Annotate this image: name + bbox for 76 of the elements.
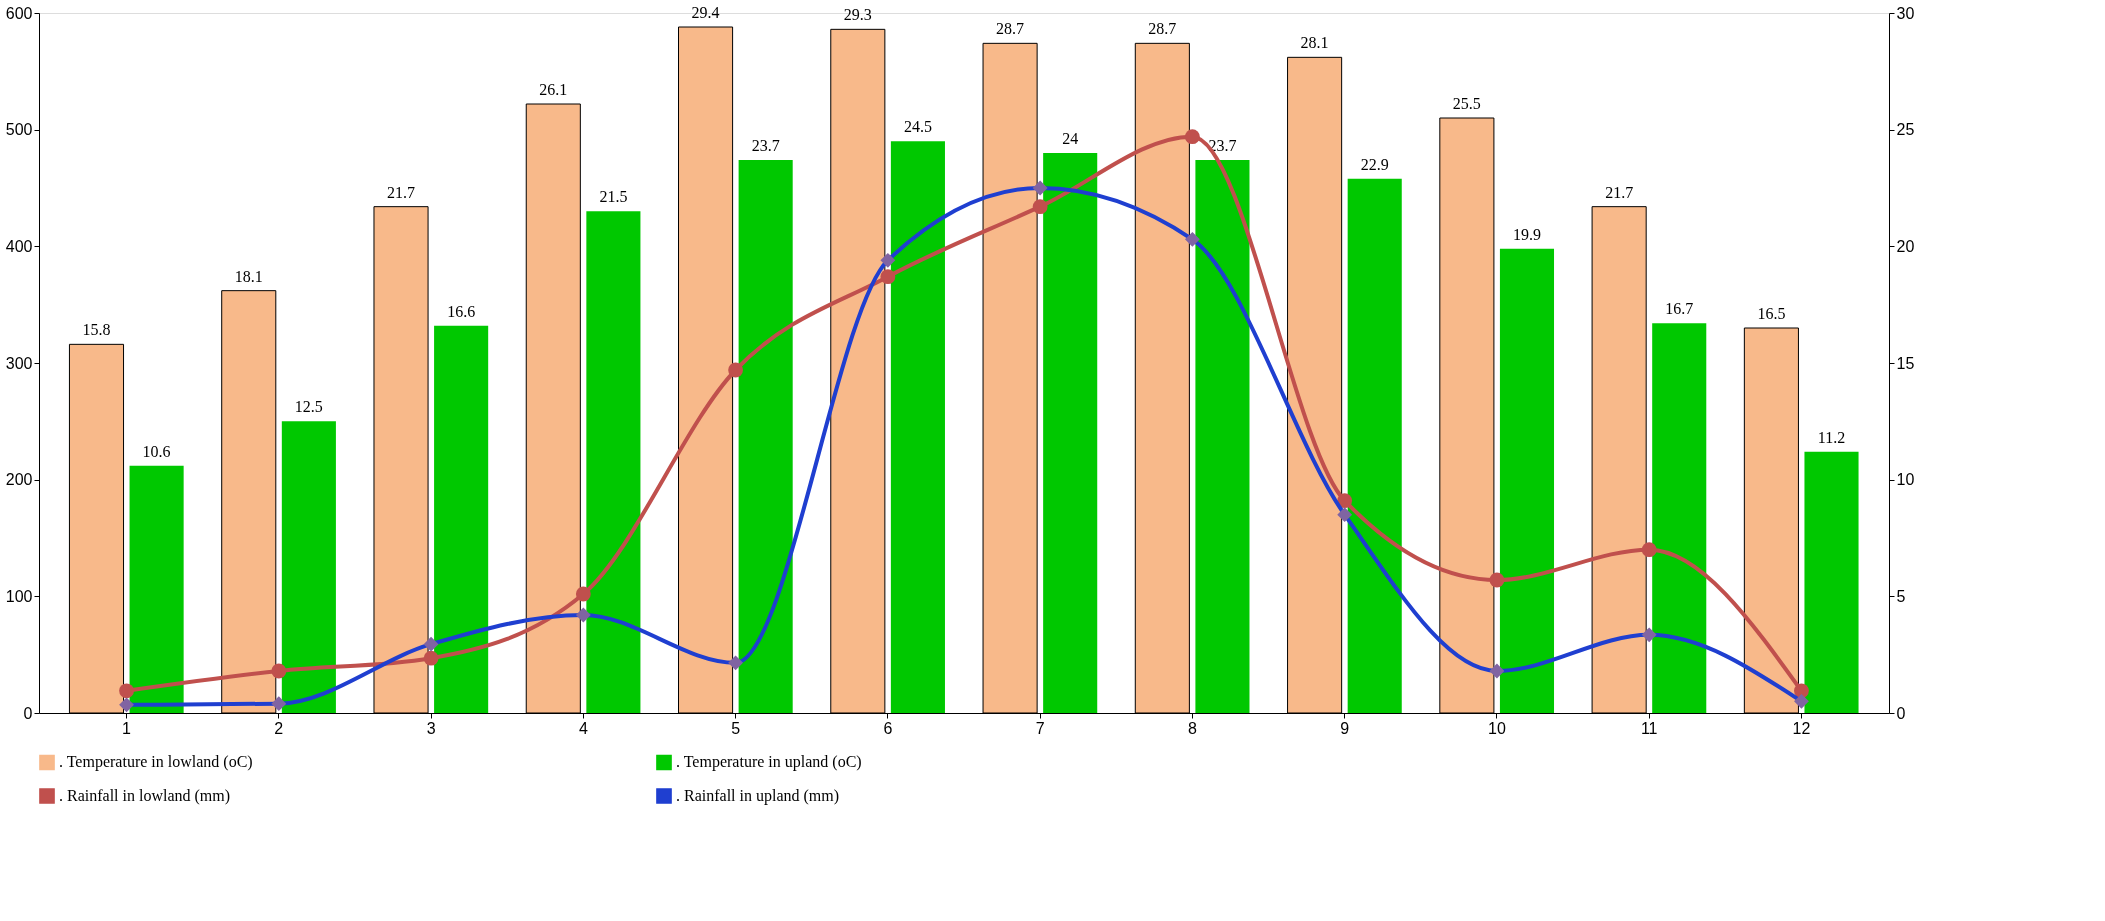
- bar: [1347, 178, 1402, 713]
- data-label: 28.7: [1148, 20, 1177, 38]
- x-tick-label: 5: [731, 719, 741, 737]
- data-label: 19.9: [1512, 225, 1541, 243]
- legend-label: . Temperature in lowland (oC): [59, 753, 253, 772]
- point: [423, 650, 439, 666]
- x-tick-label: 10: [1488, 719, 1506, 737]
- data-label: 22.9: [1360, 155, 1389, 173]
- bar: [1043, 153, 1098, 713]
- point: [1641, 542, 1657, 558]
- data-label: 24.5: [903, 118, 932, 136]
- data-label: 24: [1062, 130, 1079, 147]
- y-tick-label: 0: [23, 704, 33, 722]
- point: [728, 362, 744, 378]
- data-label: 28.1: [1300, 34, 1329, 52]
- point: [575, 586, 591, 602]
- y2-tick-label: 5: [1896, 587, 1906, 605]
- data-label: 16.7: [1665, 300, 1694, 318]
- point: [1489, 572, 1505, 588]
- data-label: 18.1: [234, 267, 263, 285]
- point: [880, 269, 896, 285]
- data-label: 23.7: [751, 137, 780, 154]
- data-label: 16.6: [447, 302, 476, 320]
- y-tick-label: 400: [5, 237, 33, 255]
- x-tick-label: 8: [1187, 719, 1197, 737]
- point: [1032, 199, 1048, 215]
- y-tick-label: 200: [5, 471, 33, 489]
- x-tick-label: 12: [1792, 719, 1811, 737]
- bar: [129, 465, 184, 713]
- x-tick-label: 9: [1340, 719, 1350, 737]
- data-label: 21.7: [1605, 183, 1634, 201]
- bar: [1804, 451, 1859, 713]
- data-label: 26.1: [539, 81, 568, 98]
- legend-label: . Rainfall in upland (mm): [676, 787, 840, 805]
- x-tick-label: 11: [1640, 719, 1658, 737]
- y2-tick-label: 0: [1896, 704, 1906, 722]
- legend-label: . Temperature in upland (oC): [676, 753, 862, 772]
- bar: [281, 421, 336, 713]
- point: [1337, 493, 1353, 509]
- data-label: 21.5: [599, 188, 628, 206]
- data-label: 11.2: [1817, 428, 1846, 446]
- y2-tick-label: 20: [1896, 237, 1915, 255]
- data-label: 29.3: [843, 6, 872, 24]
- data-label: 21.7: [387, 183, 416, 201]
- point: [119, 683, 134, 699]
- x-tick-label: 1: [122, 719, 132, 737]
- legend-label: . Rainfall in lowland (mm): [59, 787, 231, 805]
- bar: [434, 325, 489, 713]
- point: [271, 663, 287, 679]
- y-tick-label: 600: [5, 4, 33, 22]
- y-tick-label: 500: [5, 121, 33, 139]
- bar: [890, 141, 945, 713]
- y2-tick-label: 15: [1896, 354, 1915, 372]
- data-label: 16.5: [1757, 305, 1786, 322]
- y-tick-label: 100: [5, 587, 33, 605]
- y-tick-label: 300: [5, 354, 33, 372]
- data-label: 25.5: [1452, 95, 1481, 112]
- x-tick-label: 6: [883, 719, 893, 737]
- point: [1184, 129, 1200, 145]
- x-tick-label: 4: [578, 719, 588, 737]
- bar: [586, 211, 641, 713]
- y2-tick-label: 30: [1896, 4, 1915, 22]
- data-label: 10.6: [142, 442, 171, 460]
- data-label: 12.5: [294, 398, 323, 416]
- x-tick-label: 2: [274, 719, 284, 737]
- bar: [1499, 248, 1555, 713]
- bar: [738, 160, 793, 713]
- bar: [1195, 160, 1250, 713]
- bar: [1652, 323, 1707, 713]
- data-label: 15.8: [82, 321, 111, 339]
- y2-tick-label: 10: [1896, 471, 1915, 489]
- data-label: 28.7: [996, 20, 1025, 38]
- data-label: 29.4: [691, 4, 720, 21]
- x-tick-label: 7: [1035, 719, 1045, 737]
- x-tick-label: 3: [426, 719, 436, 737]
- y2-tick-label: 25: [1896, 121, 1915, 139]
